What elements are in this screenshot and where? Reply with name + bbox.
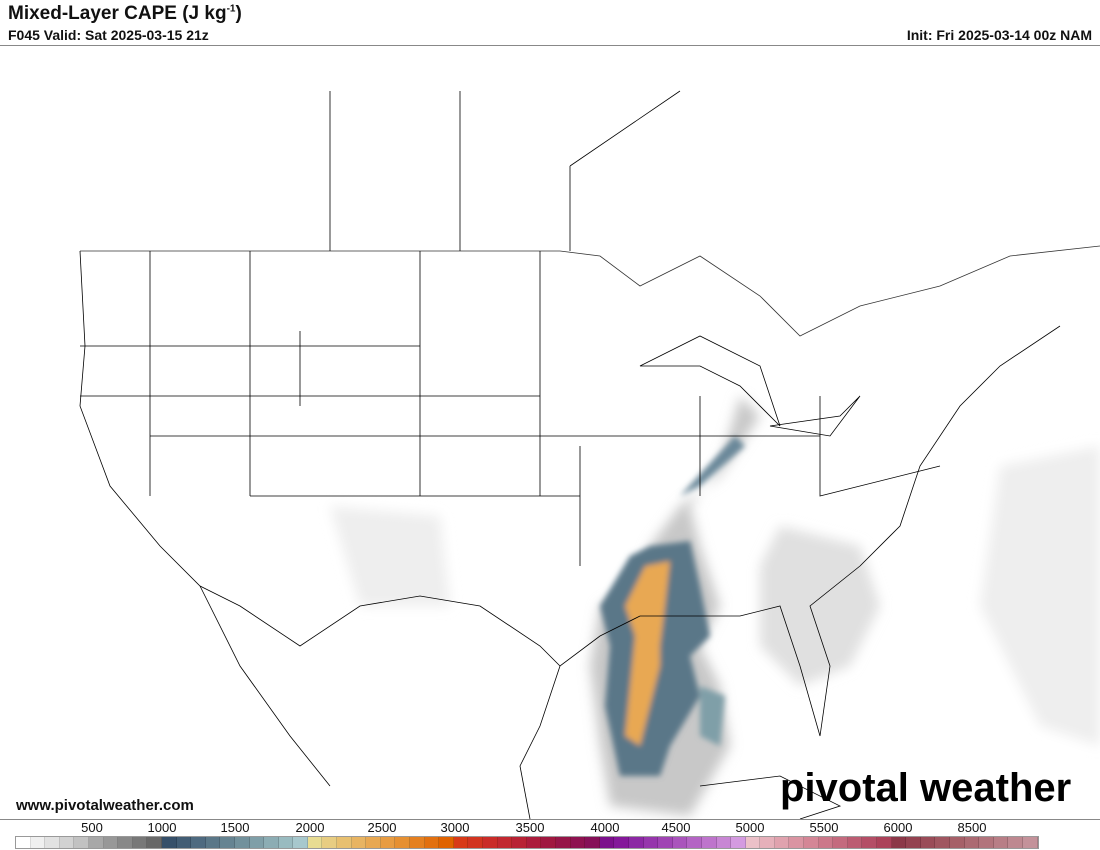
colorbar-cell bbox=[439, 837, 454, 848]
map-title: Mixed-Layer CAPE (J kg-1) bbox=[8, 3, 242, 25]
colorbar-label: 8500 bbox=[957, 820, 987, 835]
colorbar-cell bbox=[176, 837, 192, 848]
colorbar-cell bbox=[760, 837, 775, 848]
colorbar-label: 6000 bbox=[883, 820, 913, 835]
colorbar-cell bbox=[147, 837, 162, 848]
colorbar-cell bbox=[45, 837, 60, 848]
colorbar-cell bbox=[468, 837, 483, 848]
title-superscript: -1 bbox=[226, 3, 236, 15]
colorbar-cell bbox=[877, 837, 892, 848]
colorbar-cell bbox=[745, 837, 761, 848]
colorbar-cell bbox=[220, 837, 235, 848]
colorbar-cell bbox=[103, 837, 119, 848]
boundaries bbox=[79, 90, 1100, 820]
colorbar-label: 2000 bbox=[295, 820, 325, 835]
colorbar-label: 4500 bbox=[661, 820, 691, 835]
colorbar-label: 3500 bbox=[515, 820, 545, 835]
colorbar-cell bbox=[643, 837, 659, 848]
colorbar-labels: 500 1000 1500 2000 2500 3000 3500 4000 4500 5000 5… bbox=[0, 820, 1100, 835]
colorbar-cell bbox=[395, 837, 411, 848]
colorbar-cell bbox=[847, 837, 863, 848]
map-svg bbox=[79, 90, 1100, 820]
colorbar-label: 1500 bbox=[220, 820, 250, 835]
colorbar-cell bbox=[687, 837, 702, 848]
title-close: ) bbox=[235, 3, 242, 24]
colorbar-cell bbox=[731, 837, 746, 848]
colorbar-cell bbox=[891, 837, 907, 848]
colorbar-cell bbox=[950, 837, 965, 848]
colorbar-cell bbox=[453, 837, 469, 848]
colorbar-cell bbox=[497, 837, 513, 848]
colorbar-cell bbox=[1008, 837, 1023, 848]
pivotal-weather-logo: pivotal weather bbox=[780, 766, 1072, 810]
colorbar-cell bbox=[191, 837, 206, 848]
colorbar-cell bbox=[161, 837, 177, 848]
colorbar-cell bbox=[366, 837, 381, 848]
colorbar-cell bbox=[132, 837, 148, 848]
cape-map[interactable] bbox=[0, 45, 1100, 820]
colorbar-cell bbox=[512, 837, 527, 848]
colorbar-cell bbox=[278, 837, 294, 848]
colorbar-cell bbox=[483, 837, 498, 848]
colorbar-cell bbox=[570, 837, 586, 848]
colorbar-cell bbox=[920, 837, 936, 848]
website-link[interactable]: www.pivotalweather.com bbox=[16, 797, 194, 814]
colorbar-label: 5000 bbox=[735, 820, 765, 835]
colorbar-cell bbox=[935, 837, 950, 848]
colorbar-cell bbox=[818, 837, 834, 848]
colorbar-cell bbox=[249, 837, 265, 848]
colorbar-cell bbox=[16, 837, 31, 848]
colorbar-cell bbox=[526, 837, 542, 848]
colorbar-cell bbox=[74, 837, 89, 848]
colorbar-cell bbox=[614, 837, 629, 848]
colorbar-cell bbox=[380, 837, 396, 848]
colorbar-cell bbox=[862, 837, 878, 848]
colorbar-cell bbox=[833, 837, 848, 848]
colorbar-cell bbox=[205, 837, 221, 848]
colorbar-cell bbox=[264, 837, 279, 848]
colorbar-label: 3000 bbox=[440, 820, 470, 835]
colorbar-cell bbox=[293, 837, 308, 848]
colorbar-cell bbox=[774, 837, 790, 848]
colorbar-cell bbox=[628, 837, 644, 848]
colorbar-cell bbox=[337, 837, 352, 848]
colorbar-label: 4000 bbox=[590, 820, 620, 835]
colorbar-cell bbox=[410, 837, 425, 848]
valid-time: F045 Valid: Sat 2025-03-15 21z bbox=[8, 27, 209, 43]
colorbar-cell bbox=[789, 837, 805, 848]
colorbar-cell bbox=[672, 837, 688, 848]
colorbar-cell bbox=[322, 837, 338, 848]
colorbar-cell bbox=[307, 837, 323, 848]
cape-core bbox=[600, 436, 745, 776]
colorbar-label: 1000 bbox=[147, 820, 177, 835]
colorbar-cell bbox=[716, 837, 732, 848]
colorbar-cell bbox=[88, 837, 104, 848]
colorbar-cell bbox=[234, 837, 250, 848]
colorbar-cell bbox=[30, 837, 46, 848]
colorbar-cell bbox=[906, 837, 921, 848]
colorbar-cell bbox=[964, 837, 980, 848]
colorbar-label: 2500 bbox=[367, 820, 397, 835]
colorbar-cell bbox=[555, 837, 571, 848]
colorbar-cell bbox=[585, 837, 600, 848]
colorbar-cell bbox=[118, 837, 133, 848]
colorbar-cell bbox=[541, 837, 556, 848]
colorbar-cell bbox=[658, 837, 673, 848]
colorbar-cell bbox=[993, 837, 1009, 848]
title-text: Mixed-Layer CAPE (J kg bbox=[8, 3, 227, 24]
colorbar-cell bbox=[701, 837, 717, 848]
colorbar-cell bbox=[979, 837, 994, 848]
colorbar-label: 500 bbox=[81, 820, 103, 835]
colorbar-cell bbox=[804, 837, 819, 848]
colorbar-cell bbox=[59, 837, 75, 848]
colorbar-cell bbox=[1022, 837, 1038, 848]
colorbar-label: 5500 bbox=[809, 820, 839, 835]
init-time: Init: Fri 2025-03-14 00z NAM bbox=[906, 27, 1092, 43]
colorbar bbox=[15, 836, 1039, 849]
colorbar-cell bbox=[424, 837, 440, 848]
colorbar-cell bbox=[599, 837, 615, 848]
colorbar-cell bbox=[351, 837, 367, 848]
